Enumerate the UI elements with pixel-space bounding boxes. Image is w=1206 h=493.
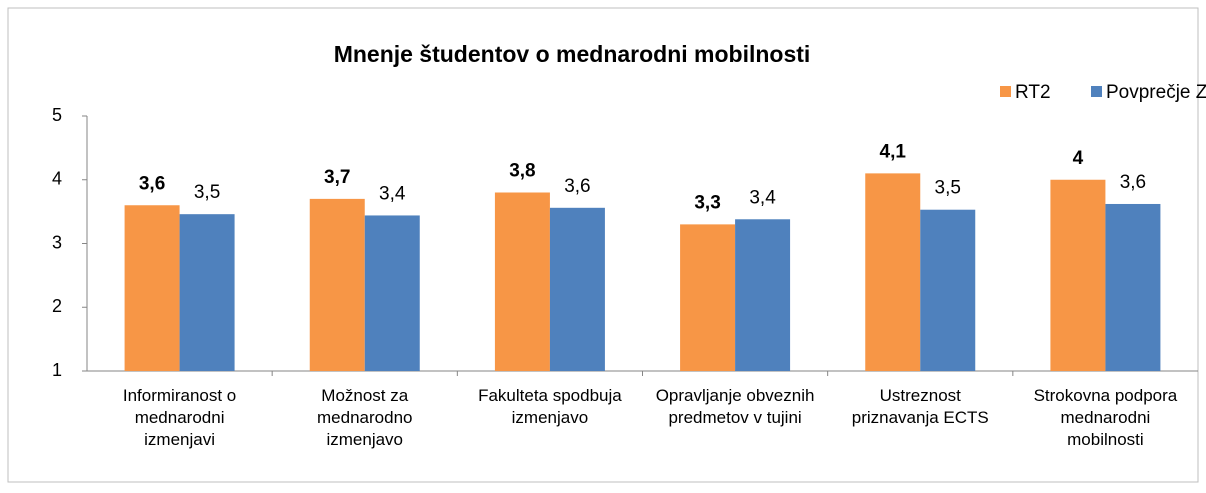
- bar: [680, 224, 736, 371]
- legend-swatch: [1091, 86, 1102, 97]
- bar: [920, 209, 976, 371]
- value-label: 3,3: [694, 192, 720, 213]
- value-label: 3,8: [509, 161, 535, 182]
- bar: [179, 214, 235, 371]
- value-label: 4: [1073, 148, 1084, 169]
- y-tick-label: 3: [52, 232, 62, 252]
- legend-label: Povprečje ZF: [1106, 82, 1206, 103]
- value-label: 3,5: [935, 178, 961, 199]
- x-tick-label: Strokovna podpora mednarodni mobilnosti: [1034, 386, 1178, 449]
- value-label: 4,1: [880, 141, 907, 162]
- bar: [124, 205, 180, 371]
- bar: [865, 173, 921, 371]
- value-label: 3,6: [1120, 172, 1146, 193]
- y-tick-label: 5: [52, 105, 62, 125]
- bar: [494, 192, 550, 371]
- x-tick-label: Ustreznost priznavanja ECTS: [852, 386, 989, 427]
- bar: [549, 207, 605, 371]
- bar: [309, 198, 365, 371]
- value-label: 3,6: [139, 173, 165, 194]
- y-tick-label: 2: [52, 296, 62, 316]
- value-label: 3,6: [564, 176, 590, 197]
- bar: [364, 215, 420, 371]
- x-tick-label: Fakulteta spodbuja izmenjavo: [478, 386, 622, 427]
- legend-swatch: [1000, 86, 1011, 97]
- value-label: 3,5: [194, 182, 220, 203]
- chart-title: Mnenje študentov o mednarodni mobilnosti: [334, 41, 811, 67]
- value-label: 3,4: [379, 183, 406, 204]
- bar: [735, 219, 791, 371]
- x-tick-label: Možnost za mednarodno izmenjavo: [317, 386, 412, 449]
- value-label: 3,7: [324, 167, 350, 188]
- bar: [1105, 203, 1161, 371]
- y-tick-label: 4: [52, 169, 62, 189]
- bar: [1050, 179, 1106, 371]
- legend-label: RT2: [1015, 82, 1051, 103]
- x-tick-label: Opravljanje obveznih predmetov v tujini: [656, 386, 815, 427]
- value-label: 3,4: [749, 187, 776, 208]
- y-tick-label: 1: [52, 360, 62, 380]
- x-tick-label: Informiranost o mednarodni izmenjavi: [123, 386, 236, 449]
